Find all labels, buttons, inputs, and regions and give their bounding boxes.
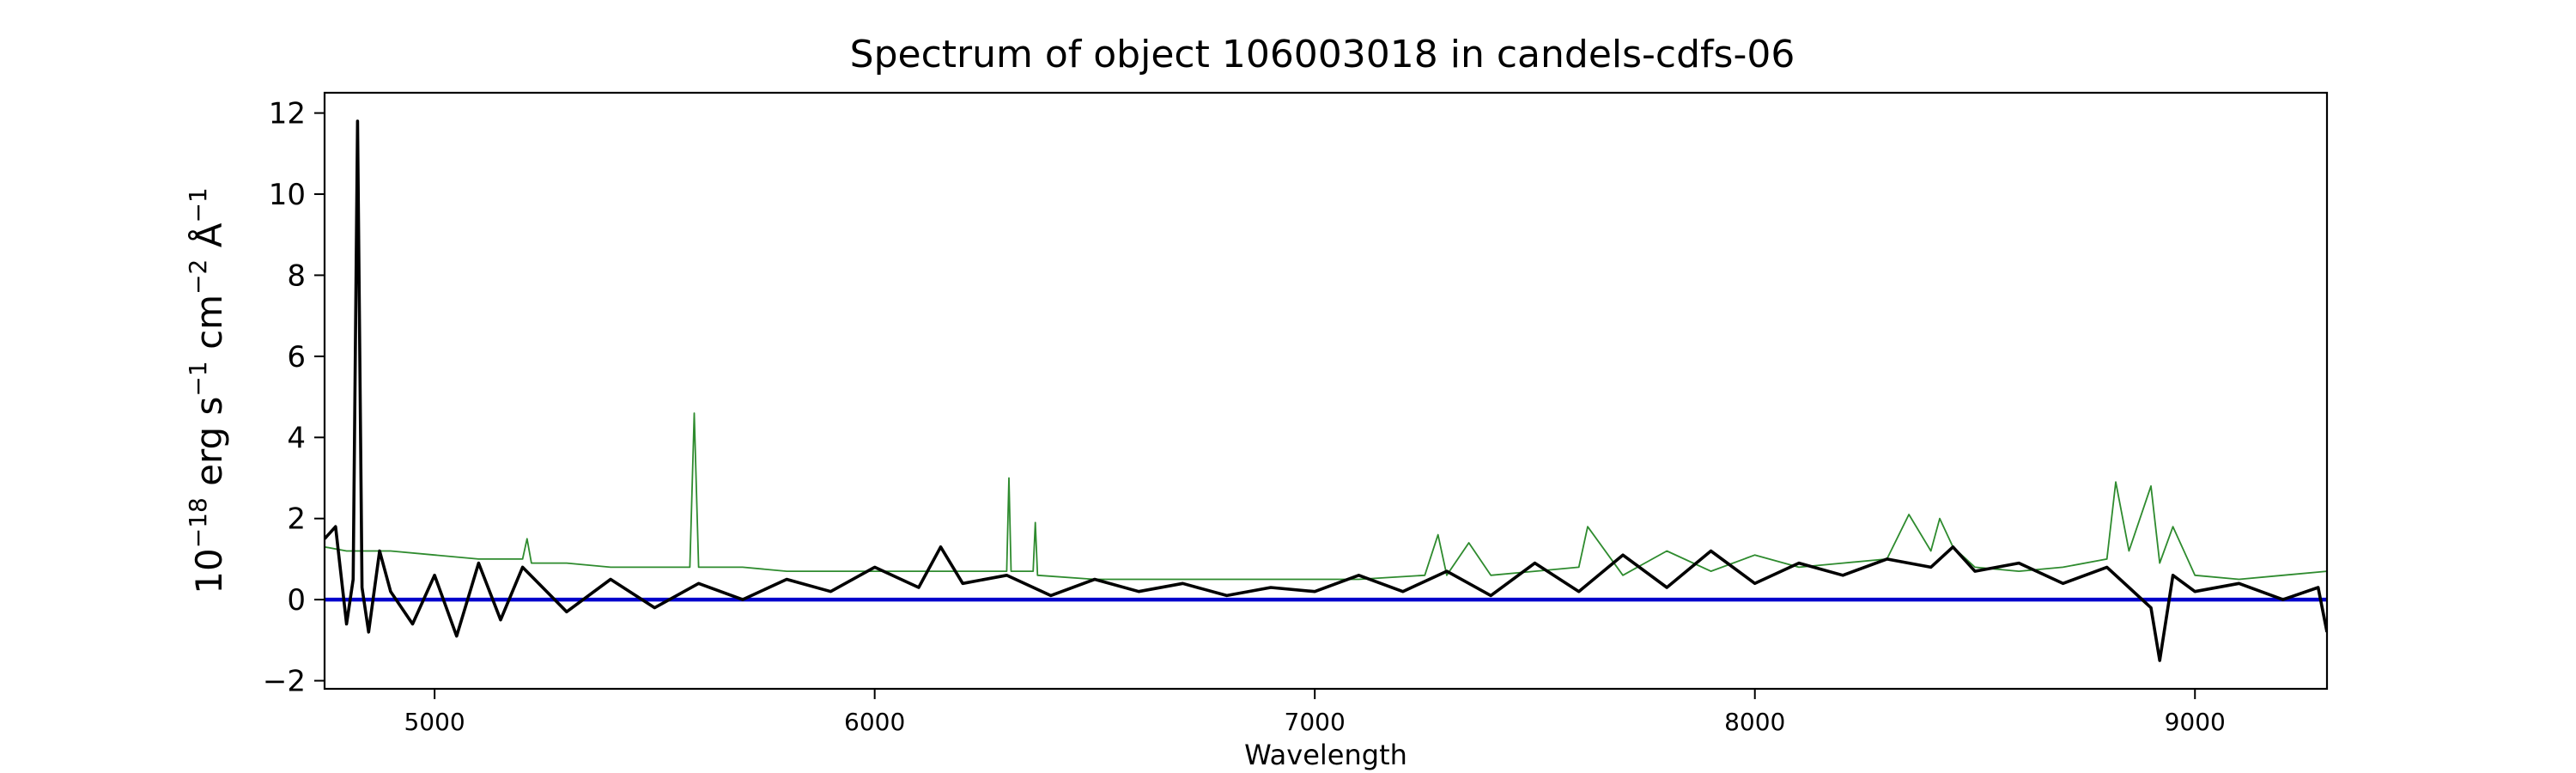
y-tick-label: 2 (287, 502, 306, 537)
y-label-exp2: −1 (184, 361, 212, 396)
error-series-line (325, 412, 2327, 581)
x-tick-label: 7000 (1285, 708, 1346, 736)
y-label-part1: erg s (188, 397, 230, 498)
x-axis-label: Wavelength (1244, 739, 1407, 771)
y-label-exp4: −1 (184, 187, 212, 222)
y-label-part3: Å (187, 222, 230, 259)
y-label-base: 10 (188, 548, 230, 593)
y-tick-label: 4 (287, 421, 306, 455)
series-layer (325, 119, 2327, 662)
chart-title: Spectrum of object 106003018 in candels-… (850, 33, 1795, 76)
y-label-part2: cm (188, 295, 230, 361)
x-tick-label: 9000 (2165, 708, 2226, 736)
y-tick-label: 12 (269, 97, 306, 131)
plot-area (325, 119, 2327, 662)
x-tick-label: 8000 (1724, 708, 1785, 736)
y-axis: −2 0 2 4 6 8 10 12 (263, 97, 325, 699)
y-label-exp3: −2 (184, 259, 212, 295)
y-label-exp: −18 (184, 497, 212, 548)
plot-frame (323, 91, 2329, 691)
y-tick-label: 10 (269, 178, 306, 212)
flux-series-line (325, 119, 2327, 662)
y-tick-label: 6 (287, 340, 306, 374)
x-axis: 5000 6000 7000 8000 9000 (404, 689, 2226, 736)
y-tick-label: −2 (263, 665, 306, 699)
x-tick-label: 5000 (404, 708, 465, 736)
x-tick-label: 6000 (844, 708, 905, 736)
y-axis-label: 10−18 erg s−1 cm−2 Å−1 (184, 187, 230, 593)
y-tick-label: 8 (287, 259, 306, 293)
y-tick-label: 0 (287, 583, 306, 618)
